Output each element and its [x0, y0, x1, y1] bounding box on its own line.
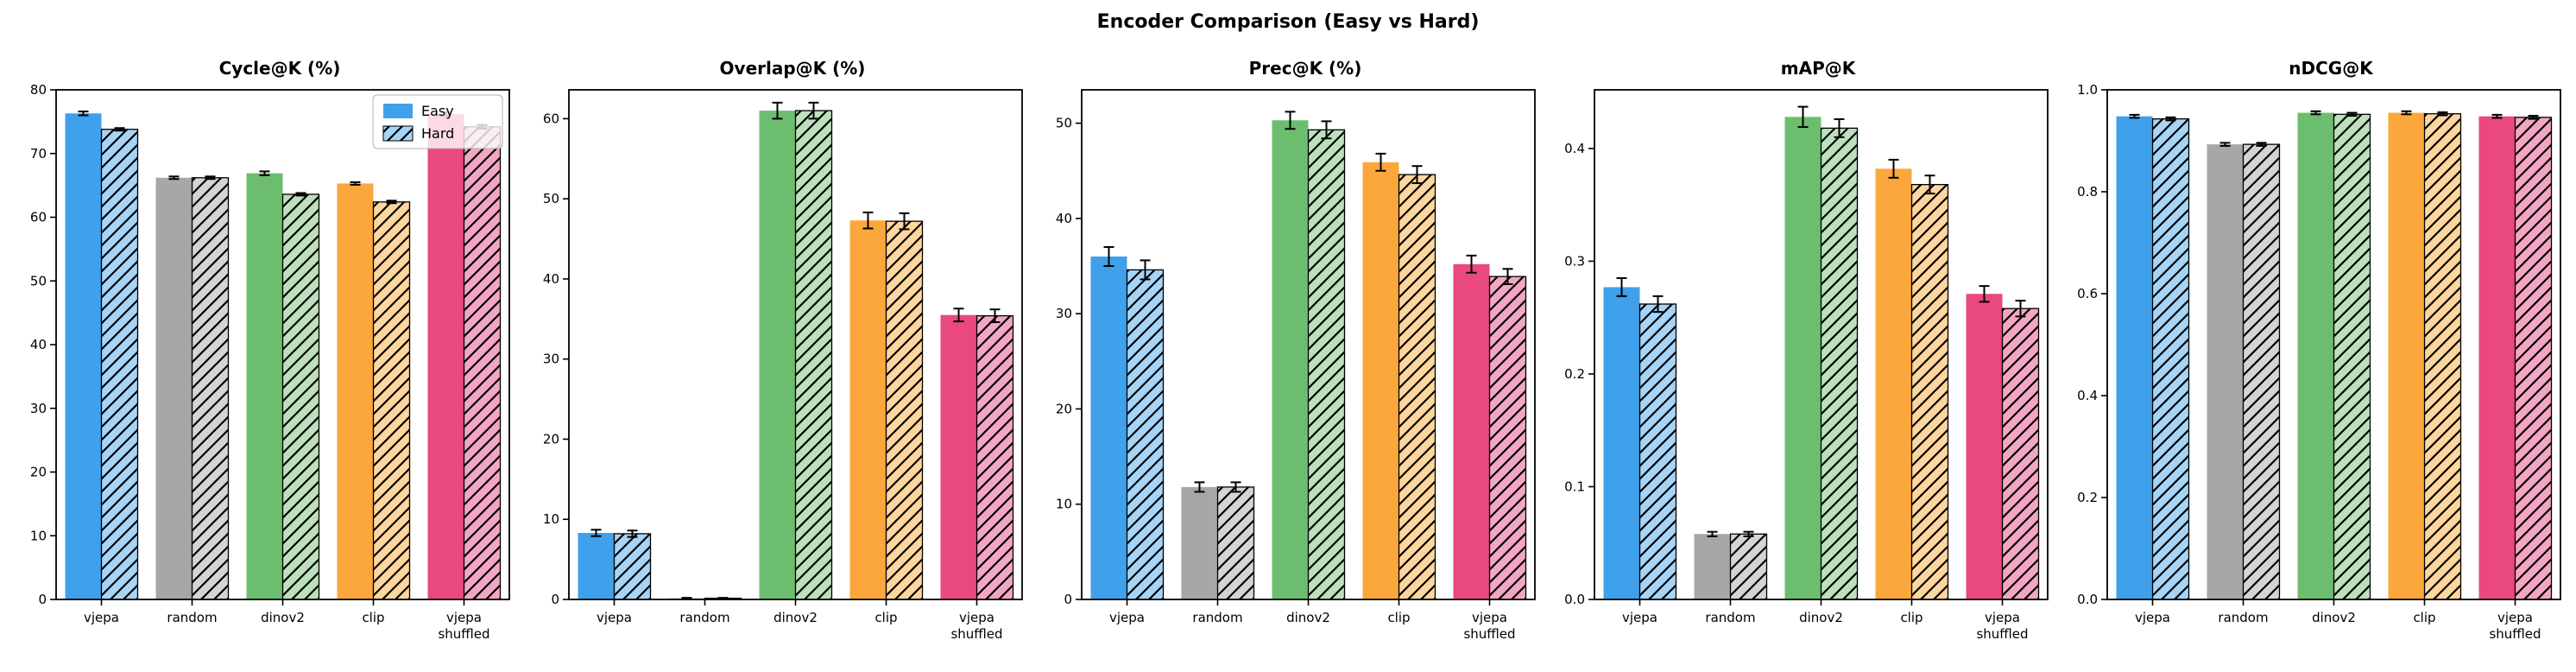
- svg-text:random: random: [167, 610, 217, 625]
- svg-text:shuffled: shuffled: [950, 626, 1002, 639]
- svg-text:0.0: 0.0: [1564, 592, 1585, 607]
- svg-text:0.3: 0.3: [1564, 253, 1585, 269]
- svg-text:10: 10: [543, 511, 559, 527]
- svg-text:shuffled: shuffled: [438, 626, 489, 639]
- svg-text:50: 50: [1056, 116, 1072, 131]
- svg-text:0: 0: [38, 592, 47, 607]
- subplot-overlap-title: Overlap@K (%): [719, 58, 866, 79]
- svg-text:vjepa: vjepa: [84, 610, 119, 625]
- cycle-bar-chart: 0 10 20 30 40 50 60 70 80 vjepa random dinov2 clip vj…: [9, 79, 516, 639]
- svg-text:0: 0: [1064, 592, 1072, 607]
- svg-text:dinov2: dinov2: [261, 610, 305, 625]
- svg-text:random: random: [2218, 610, 2268, 625]
- ndcg-bar-chart: 0.0 0.2 0.4 0.6 0.8 1.0 vjepa random dinov2 clip v…: [2060, 79, 2567, 639]
- subplot-map: mAP@K 0.0 0.1 0.2 0.3 0.4 vjepa random dinov2 cl…: [1547, 57, 2055, 639]
- svg-text:10: 10: [30, 528, 47, 543]
- subplot-ndcg: nDCG@K 0.0 0.2 0.4 0.6 0.8 1.0 vjepa random dino…: [2060, 57, 2567, 639]
- svg-text:1.0: 1.0: [2077, 82, 2098, 98]
- subplot-prec-title: Prec@K (%): [1248, 58, 1362, 79]
- subplot-map-title: mAP@K: [1780, 58, 1856, 79]
- svg-text:vjepa: vjepa: [1109, 610, 1145, 625]
- svg-text:20: 20: [30, 465, 47, 480]
- svg-text:vjepa: vjepa: [597, 610, 632, 625]
- svg-text:shuffled: shuffled: [1976, 626, 2028, 639]
- svg-text:shuffled: shuffled: [1463, 626, 1515, 639]
- svg-text:0.1: 0.1: [1564, 479, 1585, 494]
- svg-text:vjepa: vjepa: [2497, 610, 2533, 625]
- svg-text:30: 30: [30, 401, 47, 416]
- svg-text:clip: clip: [874, 610, 897, 625]
- svg-text:0.6: 0.6: [2077, 286, 2098, 301]
- svg-text:random: random: [679, 610, 729, 625]
- svg-text:dinov2: dinov2: [1799, 610, 1843, 625]
- svg-text:clip: clip: [362, 610, 384, 625]
- svg-text:0.2: 0.2: [2077, 490, 2098, 505]
- svg-text:40: 40: [543, 271, 559, 287]
- svg-text:Easy: Easy: [421, 103, 454, 119]
- svg-text:0.8: 0.8: [2077, 184, 2098, 200]
- svg-text:0.0: 0.0: [2077, 592, 2098, 607]
- svg-text:Hard: Hard: [421, 125, 454, 142]
- svg-text:vjepa: vjepa: [1472, 610, 1507, 625]
- svg-text:0: 0: [551, 592, 559, 607]
- svg-text:clip: clip: [2413, 610, 2435, 625]
- subplot-cycle: Cycle@K (%) 0 10 20 30 40 50 60 70 80 vjepa random…: [9, 57, 516, 639]
- subplot-cycle-title: Cycle@K (%): [218, 58, 341, 79]
- svg-text:dinov2: dinov2: [2312, 610, 2356, 625]
- subplot-prec: Prec@K (%) 0 10 20 30 40 50 vjepa random dinov2 c…: [1034, 57, 1542, 639]
- svg-text:shuffled: shuffled: [2489, 626, 2541, 639]
- svg-text:vjepa: vjepa: [1622, 610, 1657, 625]
- svg-text:30: 30: [1056, 306, 1072, 321]
- svg-text:50: 50: [543, 191, 559, 206]
- svg-text:40: 40: [30, 337, 47, 352]
- svg-text:vjepa: vjepa: [1985, 610, 2020, 625]
- svg-text:dinov2: dinov2: [1286, 610, 1330, 625]
- svg-text:70: 70: [30, 146, 47, 162]
- svg-text:dinov2: dinov2: [773, 610, 818, 625]
- svg-text:clip: clip: [1900, 610, 1923, 625]
- svg-text:0.4: 0.4: [2077, 388, 2098, 403]
- map-bar-chart: 0.0 0.1 0.2 0.3 0.4 vjepa random dinov2 clip vjep…: [1547, 79, 2055, 639]
- svg-text:10: 10: [1056, 497, 1072, 512]
- svg-text:vjepa: vjepa: [959, 610, 994, 625]
- svg-text:random: random: [1192, 610, 1242, 625]
- svg-text:30: 30: [543, 352, 559, 367]
- subplot-row: Cycle@K (%) 0 10 20 30 40 50 60 70 80 vjepa random…: [0, 57, 2576, 639]
- svg-text:vjepa: vjepa: [2135, 610, 2170, 625]
- svg-text:60: 60: [30, 210, 47, 225]
- svg-text:80: 80: [30, 82, 47, 98]
- figure-title: Encoder Comparison (Easy vs Hard): [1096, 11, 1480, 33]
- svg-text:50: 50: [30, 273, 47, 288]
- svg-text:60: 60: [543, 111, 559, 126]
- svg-text:clip: clip: [1387, 610, 1410, 625]
- svg-text:20: 20: [543, 431, 559, 447]
- svg-text:vjepa: vjepa: [446, 610, 482, 625]
- svg-text:0.2: 0.2: [1564, 366, 1585, 382]
- svg-text:0.4: 0.4: [1564, 141, 1585, 156]
- svg-text:random: random: [1705, 610, 1755, 625]
- svg-text:40: 40: [1056, 211, 1072, 226]
- subplot-ndcg-title: nDCG@K: [2289, 58, 2373, 79]
- svg-text:20: 20: [1056, 401, 1072, 416]
- subplot-overlap: Overlap@K (%) 0 10 20 30 40 50 60 vjepa random di…: [521, 57, 1029, 639]
